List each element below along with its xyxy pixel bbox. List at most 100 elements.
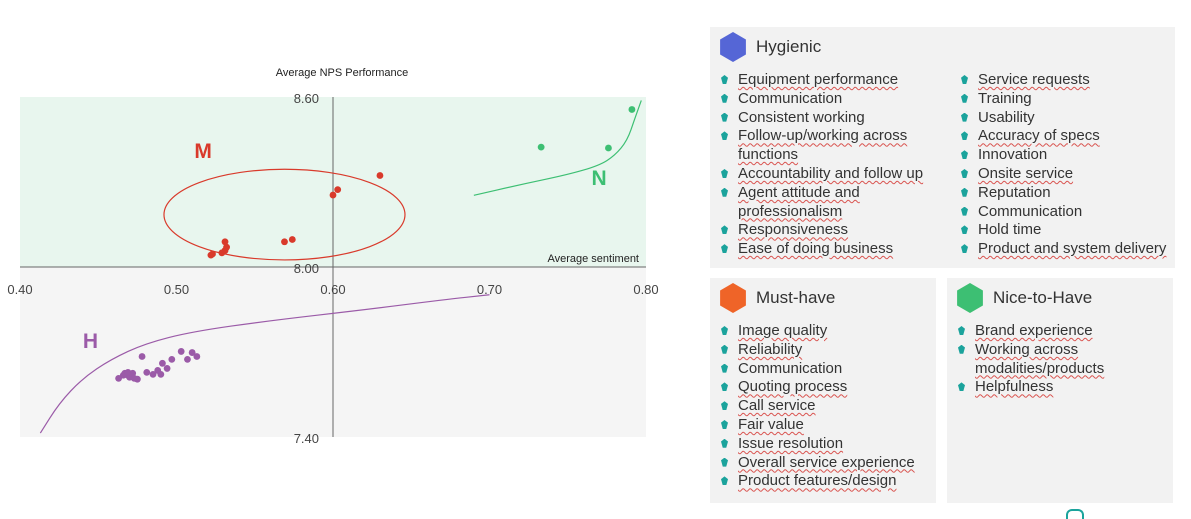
- list-item: Accountability and follow up: [718, 165, 938, 184]
- list-item-label: Working across modalities/products: [975, 340, 1105, 377]
- bullet-icon: [721, 457, 728, 467]
- list-item: Accuracy of specs: [958, 127, 1173, 146]
- list-item: Communication: [958, 203, 1173, 222]
- list-item: Fair value: [718, 416, 933, 435]
- bullet-icon: [721, 363, 728, 373]
- list-item-label: Reliability: [738, 340, 803, 358]
- list-item-label: Consistent working: [738, 108, 865, 126]
- data-point-m: [281, 238, 288, 246]
- trend-curve: [473, 100, 642, 196]
- bullet-icon: [961, 244, 968, 254]
- list-item: Communication: [718, 90, 938, 109]
- list-item: Call service: [718, 397, 933, 416]
- must-have-panel: Must-have Image quality Reliability Commun…: [710, 278, 936, 503]
- data-point-h: [159, 359, 166, 367]
- bullet-icon: [958, 344, 965, 354]
- bullet-icon: [721, 225, 728, 235]
- list-item: Agent attitude and professionalism: [718, 184, 938, 222]
- bullet-icon: [958, 382, 965, 392]
- list-item-label: Helpfulness: [975, 378, 1054, 396]
- bullet-icon: [961, 168, 968, 178]
- data-point-h: [168, 355, 176, 363]
- list-item: Onsite service: [958, 165, 1173, 184]
- data-point-h: [133, 375, 141, 383]
- data-point-m: [223, 243, 230, 251]
- bullet-icon: [721, 476, 728, 486]
- chart-title: Average NPS Performance: [276, 67, 408, 79]
- data-point-h: [184, 355, 191, 363]
- list-item: Consistent working: [718, 109, 938, 128]
- bullet-icon: [721, 401, 728, 411]
- list-item-label: Fair value: [738, 415, 804, 433]
- data-point-m: [329, 191, 337, 199]
- list-item: Quoting process: [718, 378, 933, 397]
- x-tick-label: 0.50: [164, 282, 189, 297]
- data-point-h: [143, 369, 151, 376]
- list-item-label: Agent attitude and professionalism: [738, 183, 860, 220]
- nps-quadrant-chart: 0.40 0.50 0.60 0.70 0.80 8.60 8.00 7.40 Average …: [7, 67, 658, 446]
- list-item-label: Brand experience: [975, 322, 1093, 339]
- x-axis-label: Average sentiment: [547, 253, 639, 265]
- cluster-ellipse: [163, 168, 406, 261]
- list-item-label: Reputation: [978, 183, 1051, 201]
- y-tick-label: 8.60: [294, 91, 319, 106]
- bullet-icon: [961, 93, 968, 103]
- data-point-h: [177, 348, 185, 355]
- list-item: Innovation: [958, 146, 1173, 165]
- bullet-icon: [961, 225, 968, 235]
- must-have-title: Must-have: [756, 288, 836, 307]
- cluster-label: M: [194, 140, 212, 163]
- list-item-label: Communication: [738, 359, 843, 377]
- list-item: Follow-up/working across functions: [718, 127, 938, 165]
- bullet-icon: [961, 187, 968, 197]
- bullet-icon: [961, 112, 968, 122]
- data-point-h: [129, 369, 137, 377]
- bullet-icon: [721, 438, 728, 448]
- hygienic-title: Hygienic: [756, 37, 822, 56]
- data-point-n: [537, 143, 545, 151]
- list-item: Usability: [958, 109, 1173, 128]
- hygienic-list-right: Service requests Training Usability Accurac…: [958, 71, 1173, 259]
- data-point-m: [288, 236, 296, 243]
- bullet-icon: [721, 187, 728, 197]
- x-tick-label: 0.40: [7, 282, 32, 297]
- hexagon-icon: [720, 283, 746, 313]
- list-item-label: Accountability and follow up: [738, 164, 924, 182]
- list-item: Image quality: [718, 322, 933, 341]
- list-item: Ease of doing business: [718, 240, 938, 259]
- data-point-h: [149, 370, 157, 378]
- list-item-label: Service requests: [978, 71, 1090, 88]
- nice-to-have-title: Nice-to-Have: [993, 288, 1093, 307]
- list-item-label: Equipment performance: [738, 71, 899, 88]
- data-point-h: [157, 370, 165, 378]
- x-tick-label: 0.70: [477, 282, 502, 297]
- list-item-label: Innovation: [978, 146, 1048, 164]
- cluster-label: N: [591, 167, 606, 190]
- bullet-icon: [721, 244, 728, 254]
- y-tick-label: 8.00: [294, 261, 319, 276]
- list-item-label: Usability: [978, 108, 1035, 126]
- list-item: Training: [958, 90, 1173, 109]
- bullet-icon: [961, 206, 968, 216]
- x-tick-label: 0.80: [633, 282, 658, 297]
- list-item-label: Communication: [738, 89, 843, 107]
- bullet-icon: [721, 326, 728, 335]
- list-item: Reputation: [958, 184, 1173, 203]
- data-point-m: [334, 186, 342, 194]
- list-item-label: Hold time: [978, 221, 1042, 239]
- bullet-icon: [721, 112, 728, 122]
- y-tick-label: 7.40: [294, 431, 319, 446]
- list-item-label: Image quality: [738, 322, 828, 339]
- list-item-label: Accuracy of specs: [978, 127, 1100, 145]
- list-item-label: Call service: [738, 397, 816, 415]
- list-item: Helpfulness: [955, 378, 1170, 397]
- data-point-h: [163, 365, 171, 372]
- bullet-icon: [721, 131, 728, 141]
- bullet-icon: [961, 131, 968, 141]
- list-item: Product and system delivery: [958, 240, 1173, 259]
- hygienic-list-left: Equipment performance Communication Consis…: [718, 71, 938, 259]
- data-point-h: [138, 353, 146, 360]
- bullet-icon: [721, 75, 728, 84]
- data-point-h: [188, 349, 196, 356]
- list-item-label: Product and system delivery: [978, 240, 1167, 258]
